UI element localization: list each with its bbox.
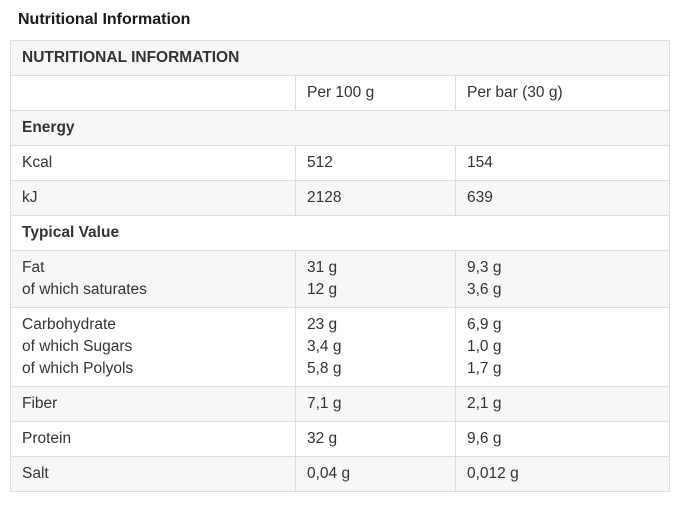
per-bar-cell: 154 — [454, 145, 671, 181]
per-100g-cell: 0,04 g — [295, 456, 456, 492]
per-100g-cell: 31 g 12 g — [295, 250, 456, 308]
row-salt: Salt 0,04 g 0,012 g — [10, 456, 671, 492]
nutrient-name-cell: kJ — [10, 180, 296, 216]
row-kcal: Kcal 512 154 — [10, 145, 671, 181]
cell-line: kJ — [22, 189, 38, 206]
cell-line: Protein — [22, 430, 72, 447]
section-label: Energy — [9, 110, 671, 146]
row-fat: Fat of which saturates 31 g 12 g 9,3 g 3,6 g — [10, 250, 671, 308]
cell-line: of which Sugars — [22, 338, 133, 355]
cell-line: 3,4 g — [307, 338, 342, 355]
per-100g-cell: 32 g — [295, 421, 456, 457]
cell-line: 23 g — [307, 316, 338, 333]
per-bar-cell: 9,6 g — [454, 421, 671, 457]
cell-line: Kcal — [22, 154, 53, 171]
row-protein: Protein 32 g 9,6 g — [10, 421, 671, 457]
page-title: Nutritional Information — [18, 11, 191, 28]
cell-line: 5,8 g — [307, 360, 342, 377]
cell-line: 9,6 g — [467, 430, 502, 447]
cell-line: Fat — [22, 259, 45, 276]
cell-line: 12 g — [307, 281, 338, 298]
per-bar-cell: 6,9 g 1,0 g 1,7 g — [454, 307, 671, 387]
cell-line: 2,1 g — [467, 395, 502, 412]
cell-line: 512 — [307, 154, 333, 171]
cell-line: 7,1 g — [307, 395, 342, 412]
cell-line: 0,04 g — [307, 465, 351, 482]
cell-line: 3,6 g — [467, 281, 502, 298]
row-kj: kJ 2128 639 — [10, 180, 671, 216]
cell-line: 1,7 g — [467, 360, 502, 377]
per-bar-cell: 9,3 g 3,6 g — [454, 250, 671, 308]
nutrition-table: NUTRITIONAL INFORMATION Per 100 g Per ba… — [9, 40, 671, 492]
per-bar-cell: 639 — [454, 180, 671, 216]
nutrient-name-cell: Kcal — [10, 145, 296, 181]
per-100g-cell: 2128 — [295, 180, 456, 216]
nutrient-name-cell: Protein — [10, 421, 296, 457]
cell-line: 1,0 g — [467, 338, 502, 355]
section-row-typical-value: Typical Value — [9, 215, 671, 251]
cell-line: Fiber — [22, 395, 58, 412]
nutrient-name-cell: Fat of which saturates — [10, 250, 296, 308]
cell-line: of which Polyols — [22, 360, 134, 377]
cell-line: 31 g — [307, 259, 338, 276]
page: Nutritional Information NUTRITIONAL INFO… — [9, 11, 671, 492]
nutrient-name-cell: Salt — [10, 456, 296, 492]
per-100g-cell: 23 g 3,4 g 5,8 g — [295, 307, 456, 387]
column-header-per-100g: Per 100 g — [295, 75, 456, 111]
cell-line: 154 — [467, 154, 493, 171]
cell-line: 0,012 g — [467, 465, 519, 482]
cell-line: Salt — [22, 465, 49, 482]
section-label: Typical Value — [9, 215, 671, 251]
table-title-row: NUTRITIONAL INFORMATION — [9, 40, 671, 76]
column-header-per-bar: Per bar (30 g) — [454, 75, 671, 111]
nutrient-name-cell: Carbohydrate of which Sugars of which Poly… — [10, 307, 296, 387]
column-header-blank — [10, 75, 296, 111]
cell-line: Carbohydrate — [22, 316, 116, 333]
cell-line: 9,3 g — [467, 259, 502, 276]
cell-line: 6,9 g — [467, 316, 502, 333]
table-body: Energy Kcal 512 154 kJ 2128 639 Typical Value Fa… — [9, 110, 671, 492]
per-bar-cell: 0,012 g — [454, 456, 671, 492]
section-row-energy: Energy — [9, 110, 671, 146]
cell-line: 32 g — [307, 430, 338, 447]
cell-line: of which saturates — [22, 281, 147, 298]
table-title: NUTRITIONAL INFORMATION — [9, 40, 671, 76]
cell-line: 2128 — [307, 189, 342, 206]
column-header-row: Per 100 g Per bar (30 g) — [10, 75, 671, 111]
nutrient-name-cell: Fiber — [10, 386, 296, 422]
per-100g-cell: 7,1 g — [295, 386, 456, 422]
row-carbohydrate: Carbohydrate of which Sugars of which Poly… — [10, 307, 671, 387]
row-fiber: Fiber 7,1 g 2,1 g — [10, 386, 671, 422]
per-100g-cell: 512 — [295, 145, 456, 181]
cell-line: 639 — [467, 189, 493, 206]
per-bar-cell: 2,1 g — [454, 386, 671, 422]
